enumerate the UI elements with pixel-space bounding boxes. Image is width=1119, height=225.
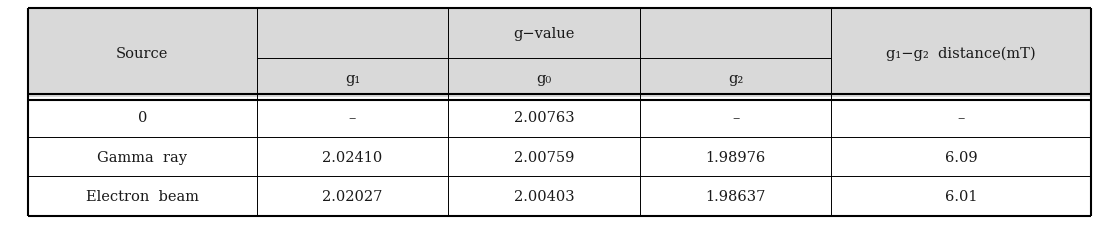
Text: –: – [958, 111, 965, 125]
Text: g₁−g₂  distance(mT): g₁−g₂ distance(mT) [886, 46, 1036, 61]
Text: Gamma  ray: Gamma ray [97, 150, 187, 164]
Bar [28, 58, 1091, 98]
Text: 2.02410: 2.02410 [322, 150, 383, 164]
Text: g₂: g₂ [728, 71, 743, 85]
Text: 1.98637: 1.98637 [705, 189, 765, 203]
Bar [28, 177, 1091, 216]
Bar [28, 98, 1091, 137]
Text: g−value: g−value [514, 27, 575, 41]
Text: Source: Source [116, 47, 169, 61]
Text: 2.00759: 2.00759 [514, 150, 574, 164]
Bar [28, 137, 1091, 177]
Text: 6.09: 6.09 [944, 150, 978, 164]
Text: 6.01: 6.01 [944, 189, 978, 203]
Bar [28, 9, 1091, 58]
Text: Electron  beam: Electron beam [86, 189, 199, 203]
Text: 2.00763: 2.00763 [514, 111, 574, 125]
Text: –: – [732, 111, 740, 125]
Text: 2.02027: 2.02027 [322, 189, 383, 203]
Text: g₀: g₀ [536, 71, 552, 85]
Text: –: – [349, 111, 356, 125]
Text: g₁: g₁ [345, 71, 360, 85]
Text: 0: 0 [138, 111, 147, 125]
Text: 1.98976: 1.98976 [705, 150, 765, 164]
Text: 2.00403: 2.00403 [514, 189, 574, 203]
